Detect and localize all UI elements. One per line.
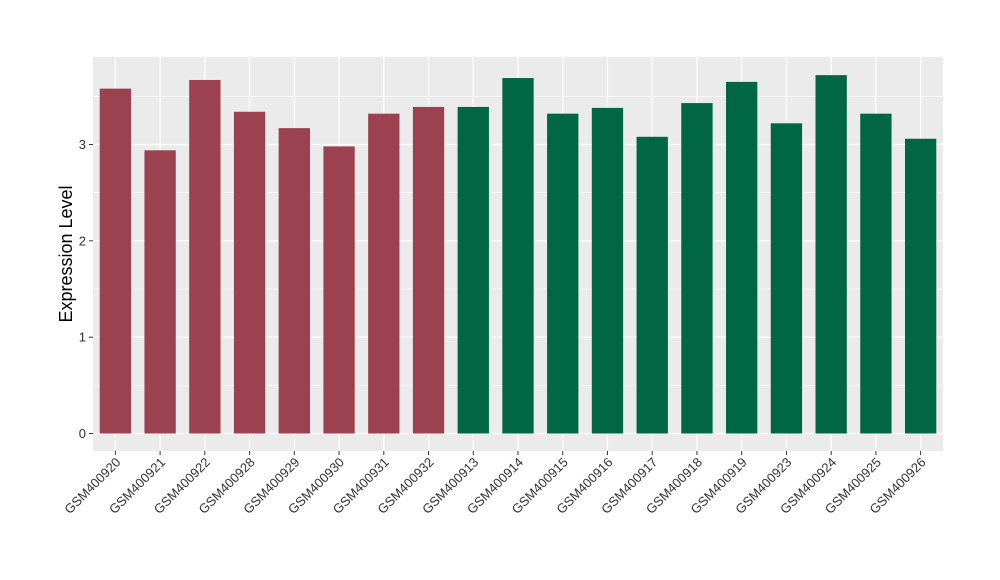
bar-GSM400921 <box>144 150 176 434</box>
bar-GSM400917 <box>636 136 668 434</box>
y-axis-title: Expression Level <box>56 185 76 322</box>
bar-GSM400925 <box>860 113 892 434</box>
bar-GSM400924 <box>815 75 847 434</box>
bar-GSM400932 <box>412 106 445 434</box>
bar-GSM400914 <box>502 78 534 434</box>
y-tick-label: 2 <box>79 233 86 248</box>
bar-GSM400928 <box>233 111 266 434</box>
bar-GSM400922 <box>189 79 221 434</box>
bar-GSM400930 <box>323 146 355 434</box>
y-tick-label: 3 <box>79 137 86 152</box>
bars <box>99 75 937 434</box>
bar-GSM400913 <box>457 106 489 434</box>
bar-GSM400923 <box>770 123 803 434</box>
x-axis: GSM400920GSM400921GSM400922GSM400928GSM4… <box>61 451 929 517</box>
y-tick-label: 0 <box>79 426 86 441</box>
y-axis: 0 1 2 3 <box>79 137 93 441</box>
bar-GSM400918 <box>681 103 713 434</box>
bar-GSM400931 <box>368 113 400 434</box>
bar-GSM400915 <box>547 113 579 434</box>
y-tick-label: 1 <box>79 330 86 345</box>
bar-GSM400926 <box>904 138 937 434</box>
bar-GSM400916 <box>591 107 624 434</box>
bar-GSM400929 <box>278 128 310 434</box>
bar-GSM400920 <box>99 88 132 434</box>
bar-GSM400919 <box>726 81 758 434</box>
